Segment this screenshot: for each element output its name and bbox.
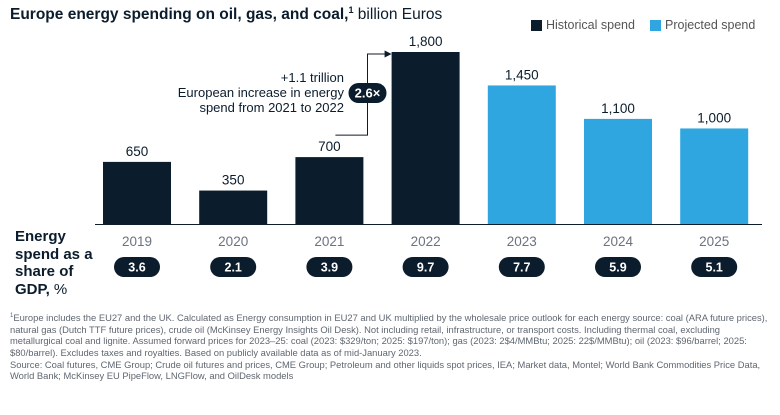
x-tick-2024: 2024 (603, 234, 634, 249)
x-tick-2025: 2025 (699, 234, 729, 249)
data-label-2024: 1,100 (601, 101, 635, 116)
data-label-2019: 650 (126, 144, 149, 159)
gdp-value-2021: 3.9 (321, 261, 338, 275)
data-label-2020: 350 (222, 173, 245, 188)
growth-badge-text: 2.6× (355, 86, 381, 101)
annotation-line-3: spend from 2021 to 2022 (199, 100, 344, 115)
chart-title-main: Europe energy spending on oil, gas, and … (10, 6, 349, 24)
gdp-value-2023: 7.7 (513, 261, 530, 275)
legend-swatch-historical (531, 19, 542, 31)
legend-item-historical: Historical spend (531, 18, 635, 32)
bar-2021 (295, 157, 364, 224)
bar-2023 (487, 85, 556, 224)
x-tick-2019: 2019 (122, 234, 152, 249)
chart-title: Europe energy spending on oil, gas, and … (10, 5, 442, 24)
footnote: 1Europe includes the EU27 and the UK. Ca… (10, 311, 772, 382)
footnote-text: Europe includes the EU27 and the UK. Cal… (10, 312, 768, 358)
gdp-label-unit: % (49, 280, 68, 298)
gdp-pill-2021 (306, 257, 353, 277)
gdp-label-line-2: spend as a (15, 245, 93, 263)
data-label-2021: 700 (318, 139, 341, 154)
bar-2025 (680, 128, 749, 224)
gdp-pill-2023 (498, 257, 545, 277)
gdp-pill-2024 (595, 257, 641, 277)
legend-item-projected: Projected spend (650, 18, 755, 32)
legend-label-projected: Projected spend (665, 18, 756, 32)
x-tick-2021: 2021 (314, 234, 344, 249)
gdp-pill-2019 (114, 257, 160, 277)
data-label-2022: 1,800 (409, 34, 443, 49)
title-footnote-mark: 1 (348, 5, 354, 15)
source-note: Source: Coal futures, CME Group; Crude o… (10, 358, 761, 382)
gdp-pill-2025 (691, 257, 738, 277)
bar-2020 (199, 190, 268, 224)
growth-arrow-head (384, 50, 392, 58)
legend-swatch-projected (650, 19, 661, 31)
growth-badge (348, 83, 387, 103)
gdp-share-label: Energy spend as a share of GDP, % (15, 228, 93, 298)
gdp-label-line-3: share of (15, 263, 74, 280)
gdp-value-2024: 5.9 (609, 261, 626, 275)
gdp-value-2019: 3.6 (128, 261, 145, 275)
data-label-2025: 1,000 (697, 110, 731, 125)
gdp-value-2022: 9.7 (417, 261, 434, 275)
x-tick-2023: 2023 (507, 234, 537, 249)
bar-2022 (391, 52, 460, 224)
annotation-line-1: +1.1 trillion (281, 70, 344, 85)
bar-2024 (584, 118, 652, 224)
annotation-line-2: European increase in energy (178, 85, 345, 100)
gdp-pill-2022 (402, 257, 449, 277)
data-label-2023: 1,450 (505, 67, 539, 82)
gdp-value-2025: 5.1 (706, 261, 723, 275)
legend-label-historical: Historical spend (546, 18, 635, 32)
chart-title-unit: billion Euros (353, 6, 443, 24)
gdp-label-line-1: Energy (15, 228, 66, 245)
x-tick-2022: 2022 (411, 234, 441, 249)
x-tick-2020: 2020 (218, 234, 248, 249)
gdp-value-2020: 2.1 (225, 261, 242, 275)
gdp-pill-2020 (210, 257, 257, 277)
bar-chart: 650 2019 3.6 350 2020 2.1 700 2021 3.9 1,800 2022 9… (95, 34, 762, 277)
footnote-mark: 1 (10, 313, 14, 319)
gdp-label-line-4: GDP, (15, 280, 50, 298)
bar-2019 (103, 161, 171, 224)
